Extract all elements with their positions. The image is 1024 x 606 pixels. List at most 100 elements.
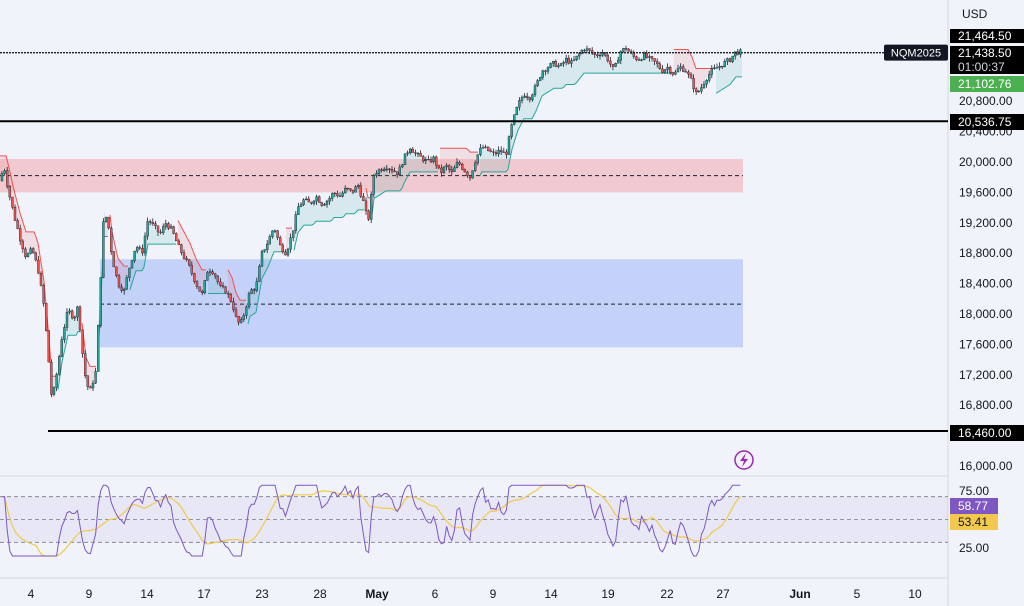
candle[interactable] (671, 71, 674, 77)
candle[interactable] (307, 196, 310, 203)
candle[interactable] (726, 57, 729, 66)
candle[interactable] (73, 315, 77, 321)
candle[interactable] (380, 167, 383, 173)
candle[interactable] (359, 182, 362, 199)
candle[interactable] (614, 62, 617, 68)
candle[interactable] (78, 305, 82, 333)
candle[interactable] (169, 223, 173, 229)
candle[interactable] (481, 144, 485, 149)
candle[interactable] (242, 313, 246, 322)
candle[interactable] (26, 252, 30, 258)
candle[interactable] (442, 166, 446, 175)
candle[interactable] (492, 148, 495, 157)
candle[interactable] (570, 57, 573, 68)
candle[interactable] (42, 283, 45, 307)
candle[interactable] (437, 164, 440, 170)
candle[interactable] (94, 367, 97, 385)
candle[interactable] (323, 202, 326, 206)
candle[interactable] (216, 275, 220, 285)
candle[interactable] (237, 315, 240, 326)
candle[interactable] (513, 114, 516, 126)
candle[interactable] (427, 155, 430, 161)
candle[interactable] (8, 185, 12, 201)
candle[interactable] (572, 55, 576, 62)
candle[interactable] (338, 192, 342, 197)
candle[interactable] (0, 171, 4, 182)
candle[interactable] (37, 256, 40, 275)
candle[interactable] (507, 135, 511, 155)
candle[interactable] (385, 164, 388, 172)
candle[interactable] (109, 226, 113, 255)
rsi-value-label[interactable] (950, 514, 998, 530)
candle[interactable] (341, 191, 344, 198)
candle[interactable] (663, 68, 667, 75)
candle[interactable] (367, 209, 370, 221)
candle[interactable] (294, 211, 297, 234)
candle[interactable] (536, 79, 539, 87)
candle[interactable] (528, 96, 531, 103)
candle[interactable] (52, 386, 56, 397)
candle[interactable] (60, 336, 63, 358)
candle[interactable] (692, 74, 695, 93)
candle[interactable] (354, 185, 357, 193)
candle[interactable] (112, 250, 116, 268)
candle[interactable] (684, 68, 687, 73)
candle[interactable] (63, 324, 66, 344)
candle[interactable] (502, 147, 505, 153)
candle[interactable] (21, 239, 24, 253)
candle[interactable] (515, 106, 518, 116)
candle[interactable] (154, 220, 157, 230)
candle[interactable] (185, 255, 188, 262)
candle[interactable] (718, 62, 721, 71)
candle[interactable] (76, 305, 79, 322)
candle[interactable] (567, 55, 570, 65)
candle[interactable] (676, 64, 680, 73)
candle[interactable] (128, 267, 131, 282)
candle[interactable] (206, 270, 209, 281)
candle[interactable] (370, 191, 373, 223)
candle[interactable] (47, 330, 50, 363)
candle[interactable] (479, 144, 482, 157)
candle[interactable] (245, 305, 248, 319)
candle[interactable] (315, 194, 318, 206)
candle[interactable] (455, 158, 459, 169)
candle[interactable] (669, 65, 672, 75)
candle[interactable] (617, 56, 620, 64)
candle[interactable] (65, 308, 69, 331)
candle[interactable] (531, 93, 534, 102)
candle[interactable] (260, 249, 264, 268)
candle[interactable] (419, 150, 422, 157)
candle[interactable] (411, 147, 414, 153)
price-label-countdown[interactable] (950, 60, 1024, 74)
price-label-level_mid[interactable] (950, 114, 1024, 130)
candle[interactable] (601, 49, 604, 57)
candle[interactable] (86, 375, 90, 390)
candle[interactable] (731, 55, 734, 64)
candle[interactable] (484, 144, 487, 149)
candle[interactable] (557, 62, 560, 69)
candle[interactable] (11, 196, 14, 210)
candle[interactable] (180, 243, 183, 256)
candle[interactable] (364, 197, 368, 215)
candle[interactable] (312, 200, 316, 206)
candle[interactable] (151, 218, 155, 226)
candle[interactable] (213, 272, 217, 280)
candle[interactable] (544, 69, 547, 76)
candle[interactable] (318, 195, 321, 203)
candle[interactable] (310, 201, 313, 205)
candle[interactable] (247, 291, 251, 310)
candle[interactable] (474, 160, 477, 173)
rsi-value-label[interactable] (950, 498, 998, 514)
candle[interactable] (708, 71, 711, 83)
candle[interactable] (122, 287, 126, 295)
candle[interactable] (34, 251, 37, 262)
candle[interactable] (336, 190, 339, 198)
price-label-stop[interactable] (950, 76, 1024, 92)
candle[interactable] (559, 62, 563, 67)
candle[interactable] (281, 242, 284, 254)
candle[interactable] (102, 218, 105, 279)
candle[interactable] (172, 225, 175, 235)
candle[interactable] (276, 229, 279, 241)
candle[interactable] (16, 218, 19, 230)
